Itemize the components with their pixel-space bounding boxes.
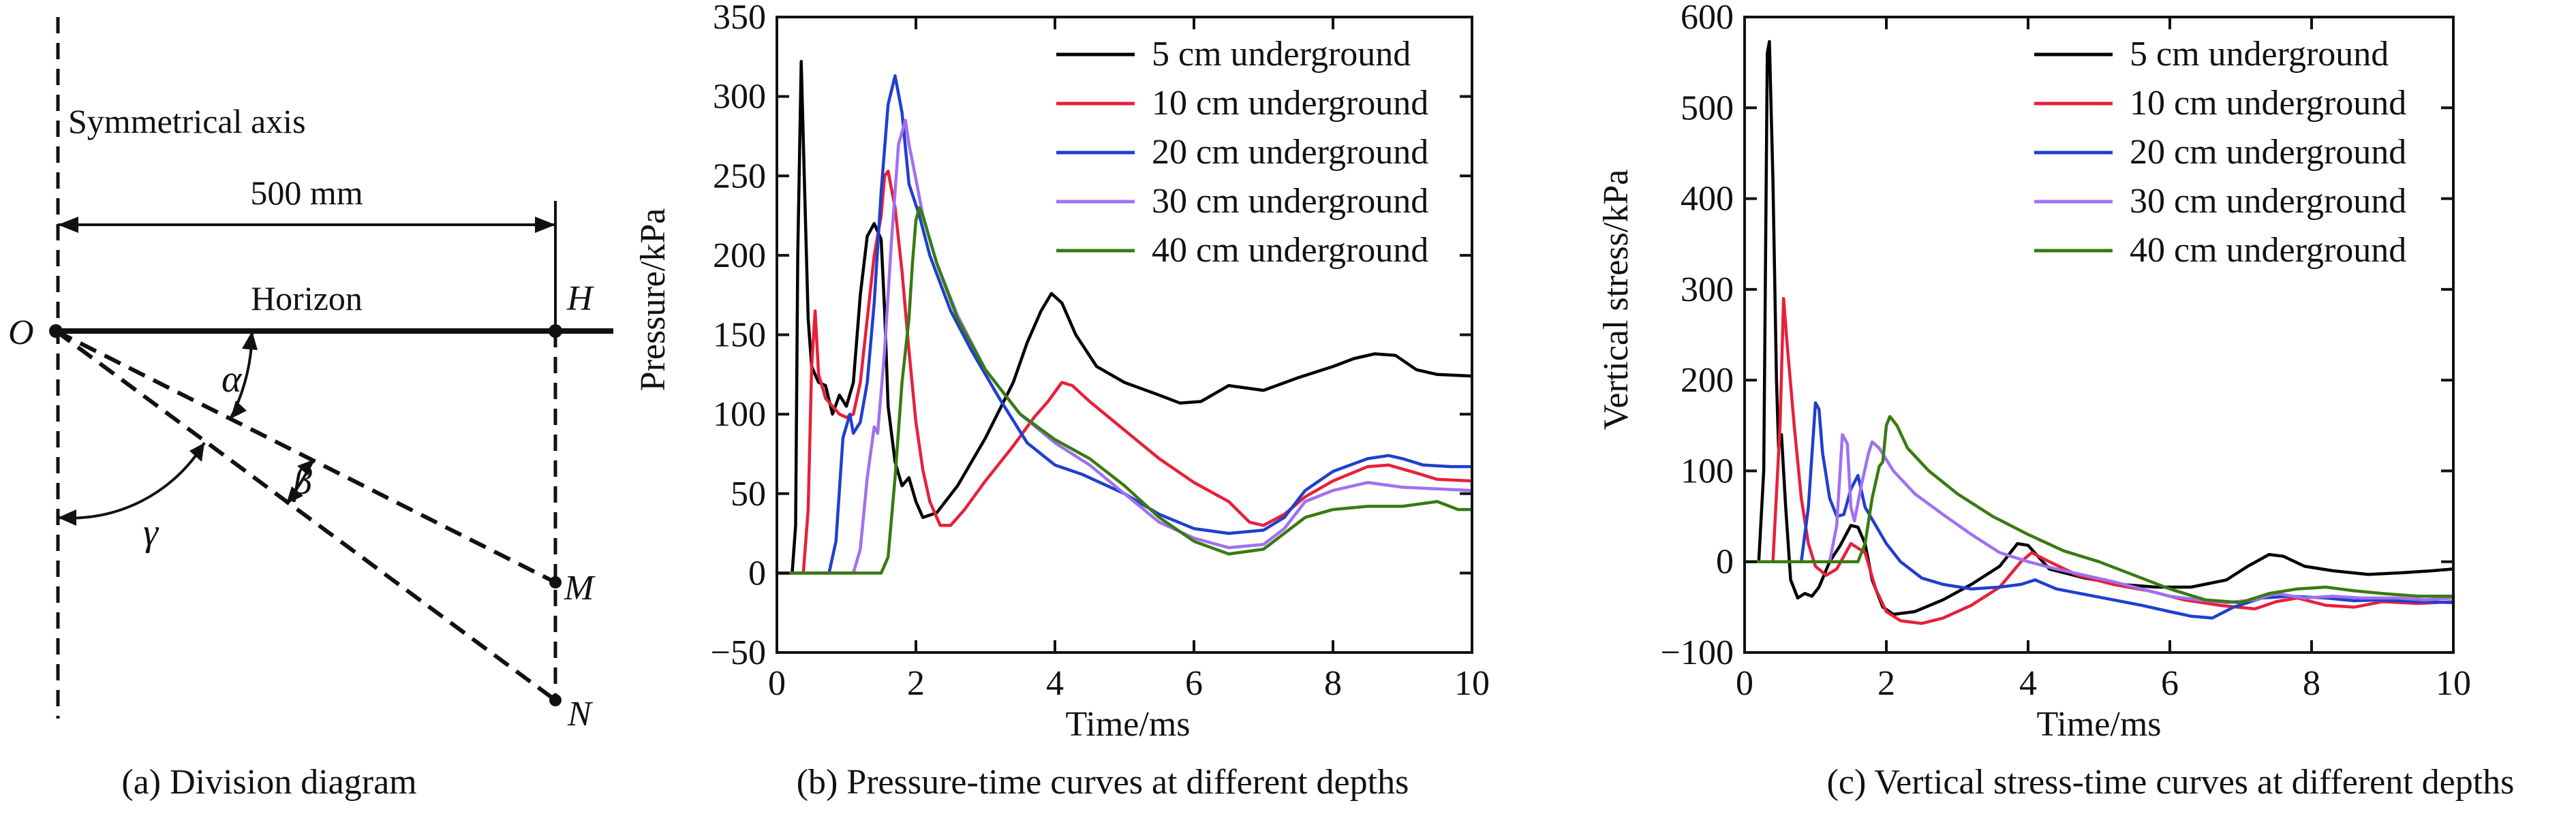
chart-b-ytick-label: 50 (731, 475, 766, 514)
chart-c-legend-label: 40 cm underground (2130, 231, 2406, 270)
chart-b-xlabel: Time/ms (1065, 705, 1190, 744)
chart-b-series-3-line (775, 74, 1474, 575)
chart-c-caption: (c) Vertical stress-time curves at diffe… (1827, 763, 2515, 802)
caption-a: (a) Division diagram (121, 763, 416, 802)
chart-c-ylabel: Vertical stress/kPa (1597, 170, 1636, 430)
chart-c-curves (1743, 40, 2455, 625)
chart-b-series-2-line (775, 170, 1474, 575)
chart-c-xtick-label: 10 (2436, 664, 2471, 703)
angle-gamma-arrow (189, 443, 204, 462)
chart-b-xtick-label: 0 (768, 664, 786, 703)
angle-gamma-arc (57, 441, 206, 520)
chart-c-xtick-label: 0 (1736, 664, 1753, 703)
chart-c-legend-label: 10 cm underground (2130, 84, 2406, 123)
chart-c-series-4-line (1743, 432, 2455, 604)
chart-b-ytick-label: 350 (713, 0, 766, 37)
chart-b-series-1-line (775, 60, 1474, 575)
dimension-label: 500 mm (250, 174, 363, 212)
chart-c-ytick-label: 0 (1716, 543, 1734, 582)
dimension-arrow-left (58, 217, 78, 233)
chart-b-xtick-label: 10 (1454, 664, 1490, 703)
chart-b-ylabel: Pressure/kPa (634, 208, 673, 392)
angle-alpha-label: α (221, 358, 243, 400)
chart-b-ytick-label: 250 (713, 157, 766, 195)
chart-b-legend-label: 30 cm underground (1152, 182, 1428, 221)
angle-gamma-arrow-2 (58, 509, 76, 526)
point-o-label: O (8, 313, 34, 352)
chart-b-legend-label: 20 cm underground (1152, 133, 1428, 172)
point-n (549, 694, 562, 706)
chart-b-ytick-label: 300 (713, 78, 766, 116)
chart-c-ytick-label: 200 (1681, 361, 1734, 400)
angle-alpha-arrow (242, 331, 258, 350)
chart-b-ytick-label: 100 (713, 395, 766, 434)
point-n-label: N (567, 695, 594, 734)
chart-c-series-2-line (1743, 296, 2455, 625)
division-diagram: Symmetrical axis 500 mm Horizon O H M N … (8, 17, 613, 802)
point-h (549, 324, 562, 338)
chart-b-ytick-label: −50 (711, 633, 766, 672)
chart-c-xlabel: Time/ms (2036, 705, 2161, 744)
symmetry-axis-label: Symmetrical axis (68, 102, 306, 140)
chart-c-axes (1743, 16, 2455, 654)
chart-b-ytick-label: 150 (713, 316, 766, 355)
chart-b-legend-label: 5 cm underground (1152, 35, 1411, 74)
chart-b-legend-label: 10 cm underground (1152, 84, 1428, 123)
chart-b-xtick-label: 4 (1046, 664, 1064, 703)
line-o-n (55, 329, 557, 702)
angle-gamma-label: γ (143, 512, 159, 554)
point-o (49, 324, 63, 338)
horizon-label: Horizon (251, 279, 363, 317)
chart-c-xtick-label: 8 (2303, 664, 2320, 703)
point-h-label: H (566, 279, 594, 318)
line-o-m (55, 329, 557, 584)
angle-beta-arrow (297, 460, 313, 475)
chart-c-xtick-label: 2 (1877, 664, 1895, 703)
angle-beta-label: β (292, 460, 312, 503)
chart-c-ytick-label: 300 (1681, 270, 1734, 309)
chart-c-ytick-label: 600 (1681, 0, 1734, 37)
chart-b-caption: (b) Pressure-time curves at different de… (797, 763, 1409, 802)
chart-b-series-5-line (775, 206, 1474, 575)
point-m-label: M (564, 569, 596, 608)
chart-c-legend-label: 30 cm underground (2130, 182, 2406, 221)
chart-c-ytick-label: 500 (1681, 89, 1734, 127)
chart-c-xtick-label: 4 (2019, 664, 2037, 703)
chart-b-xtick-label: 8 (1324, 664, 1342, 703)
chart-c-frame (1743, 16, 2455, 654)
chart-b-legend: 5 cm underground 10 cm underground 20 cm u… (1056, 35, 1428, 270)
chart-b-curves (775, 60, 1474, 575)
chart-b-ytick-label: 200 (713, 236, 766, 275)
dimension-arrow-right (535, 217, 555, 233)
chart-c-xtick-label: 6 (2161, 664, 2179, 703)
angle-alpha-arrow-2 (230, 400, 247, 419)
chart-c-series-5-line (1743, 415, 2455, 604)
point-m (549, 576, 562, 588)
chart-c-legend-label: 5 cm underground (2130, 35, 2389, 74)
chart-c-ytick-label: 400 (1681, 180, 1734, 219)
chart-c-series-1-line (1743, 40, 2455, 616)
chart-b-xtick-label: 6 (1185, 664, 1203, 703)
chart-c-ytick-label: −100 (1661, 633, 1734, 672)
chart-b-xtick-label: 2 (907, 664, 925, 703)
chart-b-legend-label: 40 cm underground (1152, 231, 1428, 270)
chart-c-legend: 5 cm underground 10 cm underground 20 cm u… (2034, 35, 2406, 270)
angle-beta-arrow-2 (286, 486, 303, 504)
chart-b-ytick-label: 0 (748, 554, 766, 593)
chart-c-ytick-label: 100 (1681, 452, 1734, 490)
chart-c-legend-label: 20 cm underground (2130, 133, 2406, 172)
